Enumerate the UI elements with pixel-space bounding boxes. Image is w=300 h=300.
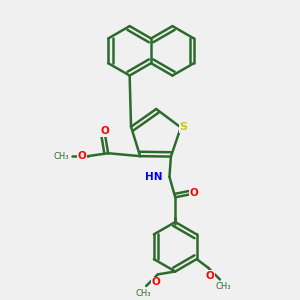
Text: HN: HN (145, 172, 162, 182)
Text: CH₃: CH₃ (215, 282, 231, 291)
Text: O: O (190, 188, 199, 198)
Text: CH₃: CH₃ (136, 289, 151, 298)
Text: S: S (180, 122, 188, 133)
Text: O: O (152, 277, 161, 287)
Text: O: O (101, 126, 110, 136)
Text: O: O (78, 151, 86, 161)
Text: CH₃: CH₃ (53, 152, 69, 160)
Text: O: O (206, 271, 214, 281)
